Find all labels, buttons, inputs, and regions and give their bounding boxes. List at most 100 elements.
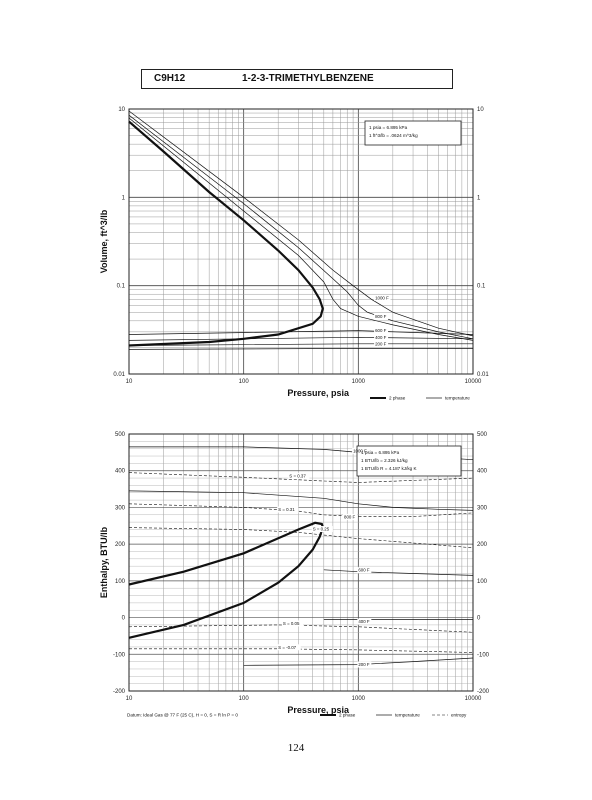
series-line-entropy — [128, 472, 474, 483]
y-axis-label: Volume, ft^3/lb — [99, 209, 109, 273]
curve-label-bg — [374, 294, 391, 301]
series-line-temperature — [323, 569, 474, 576]
compound-name: 1-2-3-TRIMETHYLBENZENE — [242, 73, 374, 84]
y-tick-label-left: 400 — [115, 469, 126, 475]
curve-label: 600 F — [358, 568, 370, 573]
y-tick-label-right: 500 — [477, 432, 488, 438]
curve-label-bg — [277, 644, 301, 651]
y-tick-label-right: 300 — [477, 505, 488, 511]
series-line-entropy — [128, 624, 474, 633]
y-axis-label: Enthalpy, BTU/lb — [99, 526, 109, 598]
x-tick-label: 10 — [126, 379, 133, 385]
series-line-temperature — [243, 657, 474, 666]
curve-label: 200 F — [358, 662, 370, 667]
curve-label: 200 F — [375, 342, 387, 347]
y-tick-label-right: 400 — [477, 469, 488, 475]
chemical-formula: C9H12 — [154, 73, 186, 84]
units-note-box — [356, 445, 462, 477]
legend-label: temperature — [395, 713, 420, 718]
curve-label: 1000 F — [353, 448, 367, 453]
y-tick-label-right: 10 — [477, 107, 484, 113]
series-line-temperature — [128, 114, 474, 340]
y-tick-label-right: 0.01 — [477, 372, 489, 378]
y-tick-label-left: -100 — [113, 652, 126, 658]
y-tick-label-right: 100 — [477, 579, 488, 585]
series-line-2-phase — [128, 120, 324, 347]
curve-label-bg — [374, 334, 389, 341]
y-tick-label-left: 10 — [118, 107, 125, 113]
units-note: 1 ft^3/lb = .0624 m^3/kg — [369, 133, 418, 138]
x-tick-label: 10000 — [465, 379, 482, 385]
y-tick-label-left: 200 — [115, 542, 126, 548]
series-line-temperature — [128, 343, 473, 346]
curve-label-bg — [281, 620, 304, 627]
legend-label: 2 phase — [389, 396, 406, 401]
series-line-temperature — [128, 490, 474, 511]
y-tick-label-left: -200 — [113, 689, 126, 695]
curve-label-bg — [374, 341, 389, 348]
series-line-temperature — [128, 336, 474, 341]
x-tick-label: 10 — [126, 696, 133, 702]
plot-frame — [128, 108, 474, 375]
units-note: 1 BTU/lb R = 4.187 kJ/kg K — [361, 466, 417, 471]
plot-frame — [128, 433, 474, 692]
curve-label-bg — [288, 472, 310, 479]
x-tick-label: 1000 — [352, 696, 366, 702]
series-line-2-phase — [128, 521, 324, 639]
curve-label: 400 F — [375, 335, 387, 340]
curve-label-bg — [343, 513, 358, 520]
curve-label: 800 F — [375, 314, 387, 319]
x-tick-label: 100 — [239, 696, 250, 702]
units-note: 1 BTU/lb = 2.326 kJ/kg — [361, 458, 408, 463]
curve-label: 800 F — [344, 514, 356, 519]
y-tick-label-left: 300 — [115, 505, 126, 511]
curve-label-bg — [374, 327, 389, 334]
curve-label-bg — [357, 618, 372, 625]
series-line-temperature — [128, 110, 474, 337]
y-tick-label-right: 1 — [477, 195, 481, 201]
curve-label: S = 0.37 — [289, 473, 306, 478]
curve-label-bg — [357, 661, 372, 668]
y-tick-label-left: 1 — [122, 195, 126, 201]
curve-label: 400 F — [358, 619, 370, 624]
y-tick-label-right: -100 — [477, 652, 490, 658]
curve-label-bg — [277, 506, 299, 513]
series-line-temperature — [128, 330, 474, 335]
series-line-entropy — [128, 503, 474, 517]
x-axis-label: Pressure, psia — [287, 388, 350, 398]
y-tick-label-left: 0.01 — [113, 372, 125, 378]
title-box: C9H12 1-2-3-TRIMETHYLBENZENE — [141, 69, 453, 89]
y-tick-label-left: 100 — [115, 579, 126, 585]
page-number: 124 — [287, 742, 305, 754]
x-tick-label: 10000 — [465, 696, 482, 702]
units-note-box — [364, 120, 462, 146]
chart-1 — [128, 108, 474, 399]
curve-label-bg — [311, 526, 333, 533]
y-tick-label-right: 0.1 — [477, 284, 486, 290]
datum-footnote: Datum: Ideal Gas @ 77 F (25 C), H = 0, S… — [127, 713, 238, 718]
curve-label: 1000 F — [375, 295, 389, 300]
x-tick-label: 1000 — [352, 379, 366, 385]
legend-label: temperature — [445, 396, 470, 401]
legend-label: entropy — [451, 713, 467, 718]
units-note: 1 psia = 6.895 kPa — [369, 125, 408, 130]
series-line-temperature — [128, 348, 473, 350]
units-note: 1 psia = 6.895 kPa — [361, 450, 400, 455]
y-tick-label-right: 200 — [477, 542, 488, 548]
curve-label: S = 0.05 — [283, 621, 300, 626]
series-line-entropy — [128, 527, 474, 549]
y-tick-label-right: 0 — [477, 616, 481, 622]
series-line-temperature — [128, 117, 474, 341]
curve-label: S = 0.31 — [278, 507, 295, 512]
y-tick-label-left: 0 — [122, 616, 126, 622]
y-tick-label-left: 500 — [115, 432, 126, 438]
curve-label: S = 0.25 — [313, 527, 330, 532]
curve-label: 600 F — [375, 328, 387, 333]
x-axis-label: Pressure, psia — [287, 705, 350, 715]
curve-label-bg — [374, 313, 389, 320]
legend-label: 2 phase — [339, 713, 356, 718]
y-tick-label-left: 0.1 — [117, 284, 126, 290]
chart-2 — [128, 433, 474, 716]
